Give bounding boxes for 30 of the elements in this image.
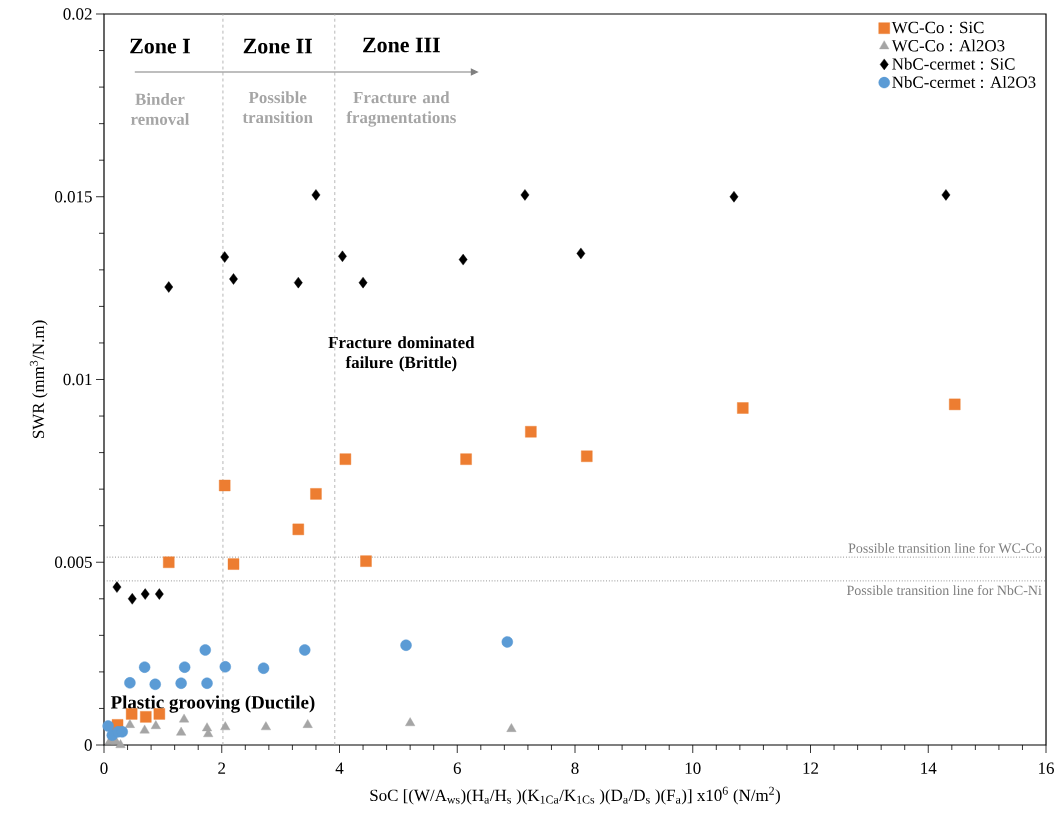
ref-line-label: Possible transition line for NbC-Ni: [846, 585, 1042, 596]
legend-label: WC-Co : Al2O3: [891, 39, 1005, 52]
y-tick-label: 0.015: [55, 190, 92, 203]
x-tick-label: 4: [335, 762, 344, 774]
annotation: Fracture and fragmentations: [346, 91, 456, 127]
x-tick-label: 12: [803, 762, 819, 774]
annotation: Zone I: [130, 38, 190, 54]
y-axis-title: SWR (mm$^{3}$/N.m): [29, 320, 48, 439]
annotation: Fracture dominated failure (Brittle): [328, 336, 475, 372]
x-tick-label: 6: [453, 762, 461, 774]
text: SoC [(W/A$_{ws}$)(H$_{a}$/H$_{s}$ )(K$_{1Ca}$/K$_{1Cs}$ )(D$_{a}$/D$_{s}$ )(F$_{a}$)] x10$^{6}$ (N/m$^{2}$): [370, 786, 780, 805]
y-tick-label: 0: [84, 739, 92, 751]
ref-line-label: Possible transition line for WC-Co: [848, 542, 1042, 553]
x-tick-label: 0: [100, 762, 108, 774]
annotation: Possible transition: [242, 91, 313, 124]
legend-label: NbC-cermet : Al2O3: [892, 75, 1036, 88]
y-tick-label: 0.01: [63, 373, 92, 386]
x-tick-label: 16: [1039, 762, 1054, 774]
y-tick-label: 0.005: [55, 556, 92, 568]
annotation: Binder removal: [130, 93, 190, 125]
x-tick-label: 8: [571, 762, 579, 774]
x-tick-label: 10: [685, 762, 701, 774]
annotation: Zone III: [363, 37, 440, 53]
annotation: Zone II: [243, 38, 312, 54]
legend-label: WC-Co : SiC: [891, 21, 984, 34]
legend-label: NbC-cermet : SiC: [892, 57, 1015, 70]
x-tick-label: 14: [921, 762, 937, 774]
y-tick-label: 0.02: [63, 8, 92, 20]
x-tick-label: 2: [218, 762, 226, 774]
annotation: Plastic grooving (Ductile): [110, 695, 315, 713]
